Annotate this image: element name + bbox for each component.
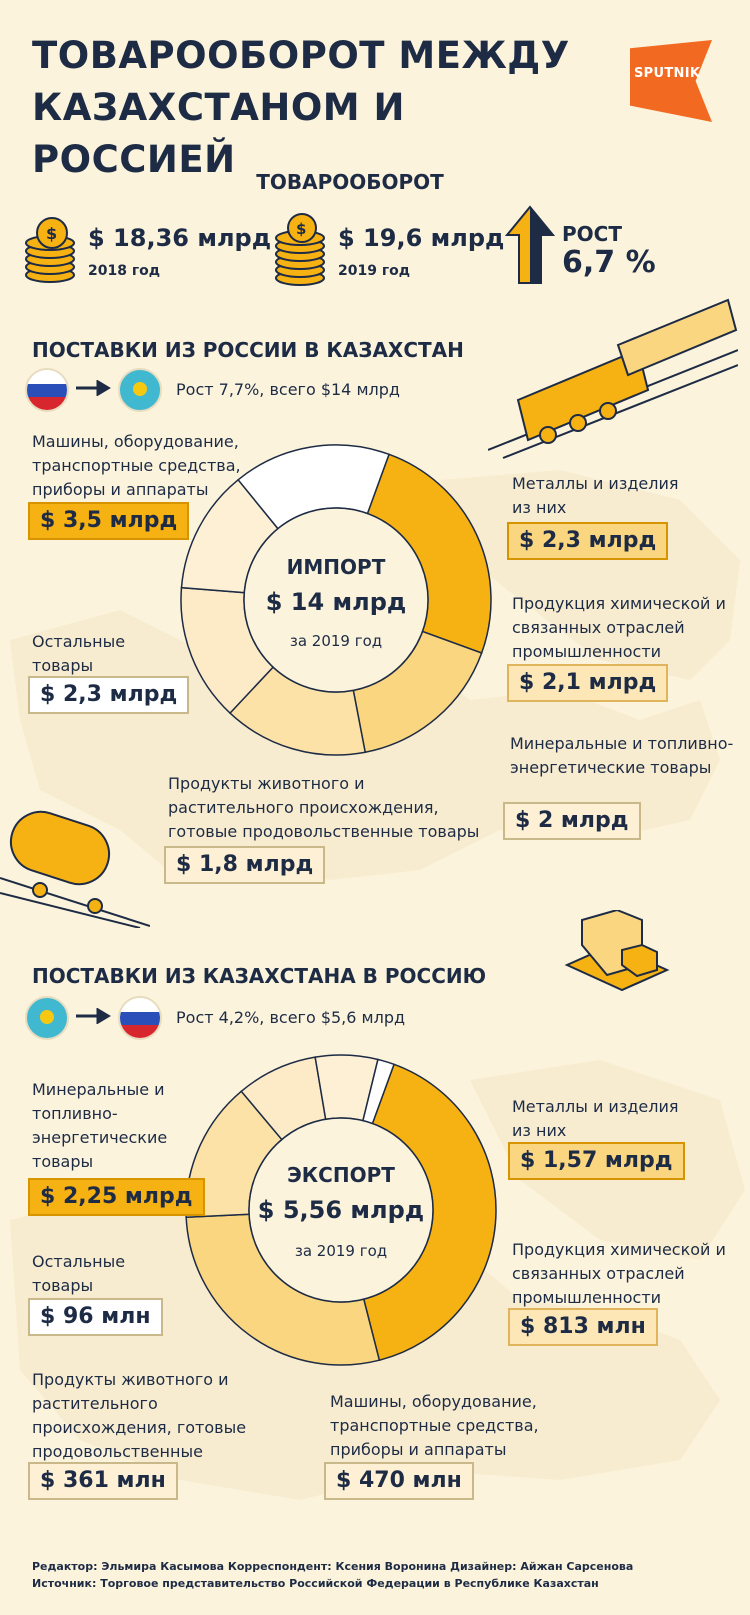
import-donut-hole: [243, 507, 429, 693]
export-label-mineral: Минеральные и топливно-энергетические то…: [32, 1080, 168, 1171]
kazakhstan-flag-icon: [25, 996, 69, 1040]
credits: Редактор: Эльмира Касымова Корреспондент…: [32, 1558, 633, 1592]
export-value-metals: $ 1,57 млрд: [508, 1142, 685, 1180]
import-subtitle: Рост 7,7%, всего $14 млрд: [176, 380, 400, 399]
export-label-chemical: Продукция химической и связанных отрасле…: [512, 1240, 726, 1307]
arrow-up-icon: [505, 205, 555, 284]
export-label-food: Продукты животного и растительного проис…: [32, 1370, 247, 1485]
kazakhstan-flag-icon: [118, 368, 162, 412]
export-section-title: ПОСТАВКИ ИЗ КАЗАХСТАНА В РОССИЮ: [32, 964, 487, 988]
import-label-mineral: Минеральные и топливно-энергетические то…: [510, 734, 734, 777]
export-value-other: $ 96 млн: [28, 1298, 163, 1336]
turnover-2018-label: 2018 год: [88, 263, 161, 279]
import-donut-chart: [180, 444, 492, 756]
turnover-2019-value: $ 19,6 млрд: [338, 224, 505, 252]
growth-label: РОСТ: [562, 222, 622, 246]
import-center-title: ИМПОРТ: [286, 555, 386, 579]
arrow-right-icon: [76, 380, 111, 396]
export-value-chemical: $ 813 млн: [508, 1308, 658, 1346]
credits-line-2: Источник: Торговое представительство Рос…: [32, 1577, 599, 1590]
import-value-chemical: $ 2,1 млрд: [507, 664, 669, 702]
russia-flag-icon: [118, 996, 162, 1040]
growth-value: 6,7 %: [562, 245, 656, 280]
export-value-machines: $ 470 млн: [324, 1462, 474, 1500]
boxes-pallet-icon: [564, 910, 670, 992]
export-label-metals: Металлы и изделия из них: [512, 1097, 679, 1140]
import-label-food: Продукты животного и растительного проис…: [168, 774, 480, 841]
russia-flag-icon: [25, 368, 69, 412]
page-title: ТОВАРООБОРОТ МЕЖДУ КАЗАХСТАНОМ И РОССИЕЙ: [32, 34, 570, 181]
import-label-other: Остальные товары: [32, 632, 126, 675]
export-center-title: ЭКСПОРТ: [287, 1163, 395, 1187]
export-value-food: $ 361 млн: [28, 1462, 178, 1500]
import-label-chemical: Продукция химической и связанных отрасле…: [512, 594, 726, 661]
sputnik-logo: SPUTNIK: [630, 40, 712, 122]
import-label-machines: Машины, оборудование, транспортные средс…: [32, 432, 241, 499]
export-label-machines: Машины, оборудование, транспортные средс…: [330, 1392, 539, 1459]
import-center-value: $ 14 млрд: [265, 588, 407, 616]
export-donut-chart: [185, 1054, 497, 1366]
import-value-mineral: $ 2 млрд: [503, 802, 641, 840]
import-value-machines: $ 3,5 млрд: [28, 502, 190, 540]
import-label-metals: Металлы и изделия из них: [512, 474, 679, 517]
locomotive-icon: [488, 298, 738, 459]
turnover-2018-value: $ 18,36 млрд: [88, 224, 272, 252]
arrow-right-icon: [76, 1008, 111, 1024]
export-label-other: Остальные товары: [32, 1252, 126, 1295]
export-donut-hole: [248, 1117, 434, 1303]
import-center-year: за 2019 год: [289, 632, 383, 650]
export-center-year: за 2019 год: [294, 1242, 388, 1260]
credits-line-1: Редактор: Эльмира Касымова Корреспондент…: [32, 1560, 634, 1573]
export-value-mineral: $ 2,25 млрд: [28, 1178, 205, 1216]
import-value-other: $ 2,3 млрд: [28, 676, 190, 714]
tank-wagon-icon: [0, 810, 150, 928]
svg-text:$: $: [46, 224, 57, 243]
coin-stack-icon: $: [275, 213, 325, 286]
turnover-2019-label: 2019 год: [338, 263, 411, 279]
import-value-food: $ 1,8 млрд: [164, 846, 326, 884]
export-subtitle: Рост 4,2%, всего $5,6 млрд: [176, 1008, 406, 1027]
turnover-title: ТОВАРООБОРОТ: [256, 170, 444, 194]
import-section-title: ПОСТАВКИ ИЗ РОССИИ В КАЗАХСТАН: [32, 338, 464, 362]
coin-stack-icon: $: [25, 217, 75, 283]
import-value-metals: $ 2,3 млрд: [507, 522, 669, 560]
svg-text:$: $: [296, 220, 306, 238]
export-center-value: $ 5,56 млрд: [257, 1196, 425, 1224]
